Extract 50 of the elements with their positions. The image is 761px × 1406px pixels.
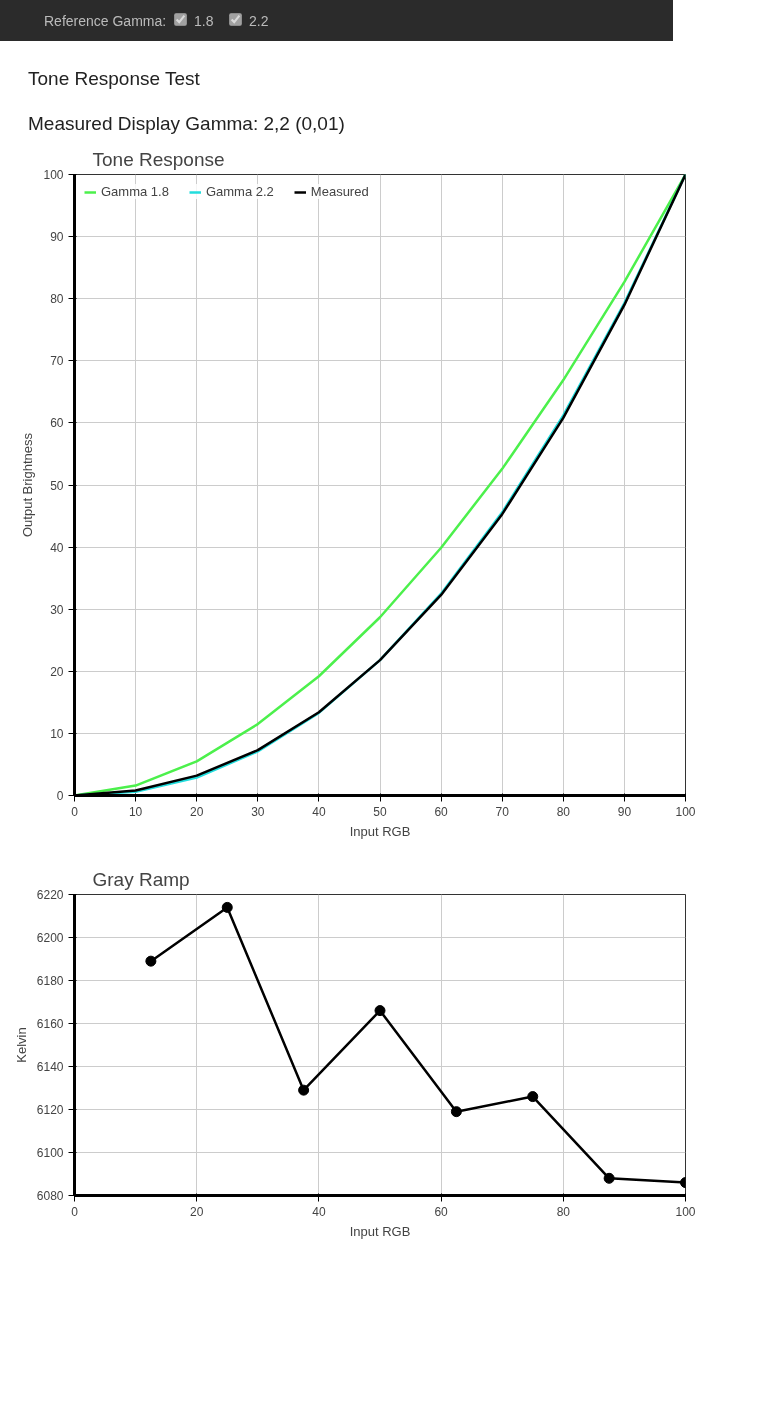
legend-label: Measured [310,184,369,200]
chart-title: Gray Ramp [92,868,190,890]
y-tick-label: 6220 [36,888,64,903]
x-tick-label: 100 [675,804,696,819]
y-tick-label: 90 [50,230,64,245]
y-tick-label: 40 [50,540,64,555]
y-axis-title: Output Brightness [20,432,36,538]
y-tick-label: 6080 [36,1189,64,1204]
text: 2.2 [248,13,269,29]
x-tick-label: 60 [434,804,449,819]
text: 1.8 [193,13,214,29]
text: Tone Response Test [28,67,200,91]
x-axis-title: Input RGB [349,823,411,839]
x-tick-label: 20 [190,1204,204,1219]
x-tick-label: 0 [71,804,79,819]
y-axis-title: Kelvin [13,1027,29,1063]
legend-label: Gamma 1.8 [101,184,169,200]
text: Reference Gamma: [44,13,167,29]
x-tick-label: 40 [312,1204,326,1219]
y-tick-label: 6200 [36,931,64,946]
y-tick-label: 80 [50,292,64,307]
x-tick-label: 100 [675,1204,696,1219]
y-tick-label: 70 [50,354,64,369]
y-tick-label: 100 [43,168,64,183]
y-tick-label: 6160 [36,1017,64,1032]
x-tick-label: 70 [495,804,510,819]
y-tick-label: 50 [50,478,64,493]
chart-title: Tone Response [92,148,225,170]
x-tick-label: 30 [251,804,265,819]
y-tick-label: 30 [50,602,64,617]
text: Measured Display Gamma: 2,2 (0,01) [28,112,345,137]
x-axis-title: Input RGB [349,1223,411,1239]
x-tick-label: 50 [373,804,387,819]
y-tick-label: 20 [50,665,64,680]
x-tick-label: 10 [128,804,143,819]
y-tick-label: 6120 [36,1103,64,1118]
x-tick-label: 20 [190,804,204,819]
y-tick-label: 6140 [36,1060,64,1075]
y-tick-label: 10 [50,727,64,742]
y-tick-label: 0 [56,789,64,804]
x-tick-label: 0 [71,1204,79,1219]
x-tick-label: 60 [434,1204,449,1219]
legend-label: Gamma 2.2 [205,184,274,200]
y-tick-label: 6180 [36,974,64,989]
y-tick-label: 6100 [36,1146,64,1161]
x-tick-label: 90 [617,804,632,819]
x-tick-label: 80 [556,804,571,819]
x-tick-label: 80 [556,1204,571,1219]
x-tick-label: 40 [312,804,326,819]
y-tick-label: 60 [50,416,64,431]
